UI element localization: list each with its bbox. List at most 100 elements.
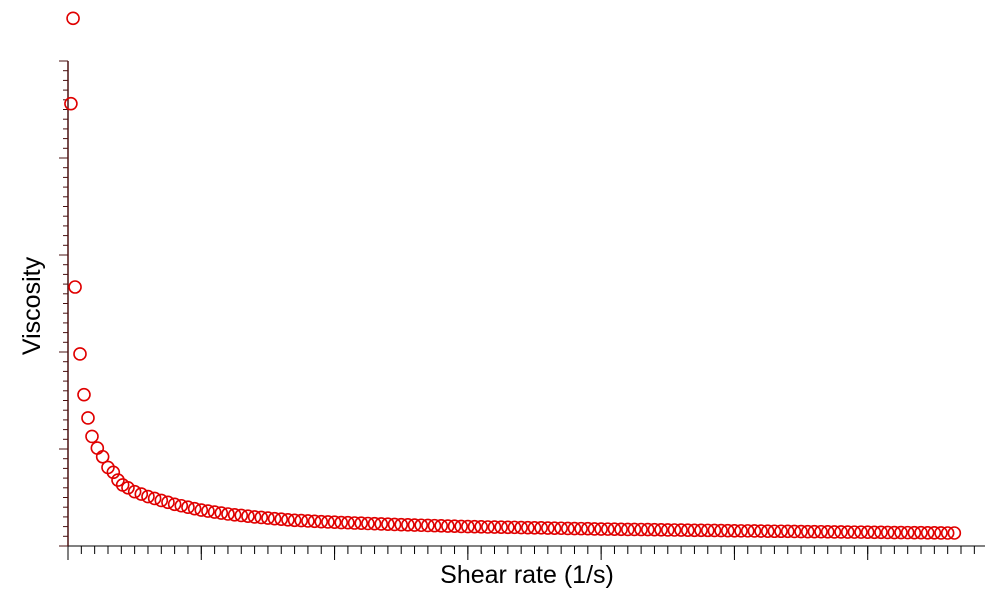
data-point	[800, 524, 815, 539]
data-point	[95, 449, 110, 464]
data-point	[620, 522, 635, 537]
y-axis-label: Viscosity	[18, 256, 46, 355]
data-point	[581, 521, 595, 536]
data-point	[820, 525, 835, 539]
data-point	[547, 521, 562, 535]
data-point	[760, 524, 775, 538]
data-point	[234, 508, 249, 523]
data-point	[567, 521, 582, 536]
data-point	[287, 513, 302, 528]
data-point	[341, 515, 355, 530]
data-point	[90, 441, 105, 455]
data-point	[147, 491, 162, 506]
data-point	[647, 522, 662, 537]
data-point	[481, 520, 495, 534]
data-point	[740, 524, 755, 538]
data-point	[521, 520, 535, 535]
data-point	[68, 280, 82, 294]
data-point	[780, 524, 795, 539]
data-point	[207, 505, 222, 519]
data-point	[161, 495, 175, 510]
data-point	[894, 525, 908, 540]
data-point	[554, 521, 568, 536]
data-point	[111, 473, 125, 487]
data-point	[247, 510, 262, 524]
data-point	[281, 513, 295, 527]
x-axis-label: Shear rate (1/s)	[440, 561, 614, 589]
data-point	[887, 525, 902, 540]
data-point	[934, 526, 948, 540]
data-point	[374, 517, 389, 531]
data-point	[221, 507, 235, 521]
data-point	[194, 503, 209, 517]
data-point	[867, 525, 882, 540]
data-point	[77, 387, 91, 402]
data-point	[85, 429, 99, 444]
data-point	[514, 520, 528, 535]
data-point	[301, 514, 315, 528]
data-point	[674, 523, 688, 537]
data-point	[201, 504, 215, 518]
data-point	[680, 523, 695, 537]
data-point	[807, 524, 822, 539]
data-point	[261, 511, 275, 525]
data-point	[940, 526, 955, 540]
data-point	[634, 522, 648, 537]
data-point	[627, 522, 642, 537]
data-point	[574, 521, 588, 536]
data-point	[106, 465, 121, 480]
data-point	[814, 524, 828, 539]
data-point	[587, 522, 602, 536]
data-point	[694, 523, 708, 538]
data-point	[847, 525, 862, 539]
data-point	[727, 523, 742, 538]
data-point	[607, 522, 622, 537]
data-point	[174, 498, 189, 513]
data-point	[767, 524, 782, 539]
data-point	[401, 518, 415, 532]
data-point	[914, 525, 928, 540]
data-point	[947, 526, 962, 540]
data-point	[880, 525, 895, 540]
data-point	[541, 521, 555, 535]
data-point	[73, 347, 87, 361]
data-point	[407, 518, 422, 532]
data-point	[181, 500, 195, 515]
data-point	[787, 524, 802, 539]
data-point	[441, 519, 455, 533]
data-point	[354, 516, 369, 531]
data-point	[561, 521, 575, 536]
data-point	[501, 520, 515, 535]
data-point	[734, 524, 748, 538]
data-point	[307, 514, 322, 529]
data-point	[361, 516, 375, 531]
data-point	[154, 493, 169, 508]
data-point	[387, 517, 402, 532]
data-point	[274, 512, 289, 527]
data-point	[487, 520, 502, 534]
data-point	[327, 515, 342, 530]
data-point	[667, 523, 682, 537]
data-point	[854, 525, 868, 539]
data-point	[334, 515, 349, 530]
data-point	[707, 523, 722, 538]
data-point	[660, 523, 675, 537]
data-point	[454, 519, 468, 534]
data-point	[427, 518, 442, 533]
data-point	[421, 518, 435, 533]
data-point	[121, 480, 135, 495]
data-point	[900, 525, 915, 540]
data-point	[467, 519, 482, 534]
data-point	[134, 487, 149, 501]
data-point	[687, 523, 702, 538]
data-point	[601, 522, 615, 536]
data-point	[720, 523, 735, 538]
data-point	[794, 524, 808, 539]
data-point	[167, 497, 182, 512]
data-point	[907, 525, 922, 540]
data-point	[840, 525, 855, 539]
data-point	[381, 517, 395, 531]
data-point	[141, 489, 155, 504]
